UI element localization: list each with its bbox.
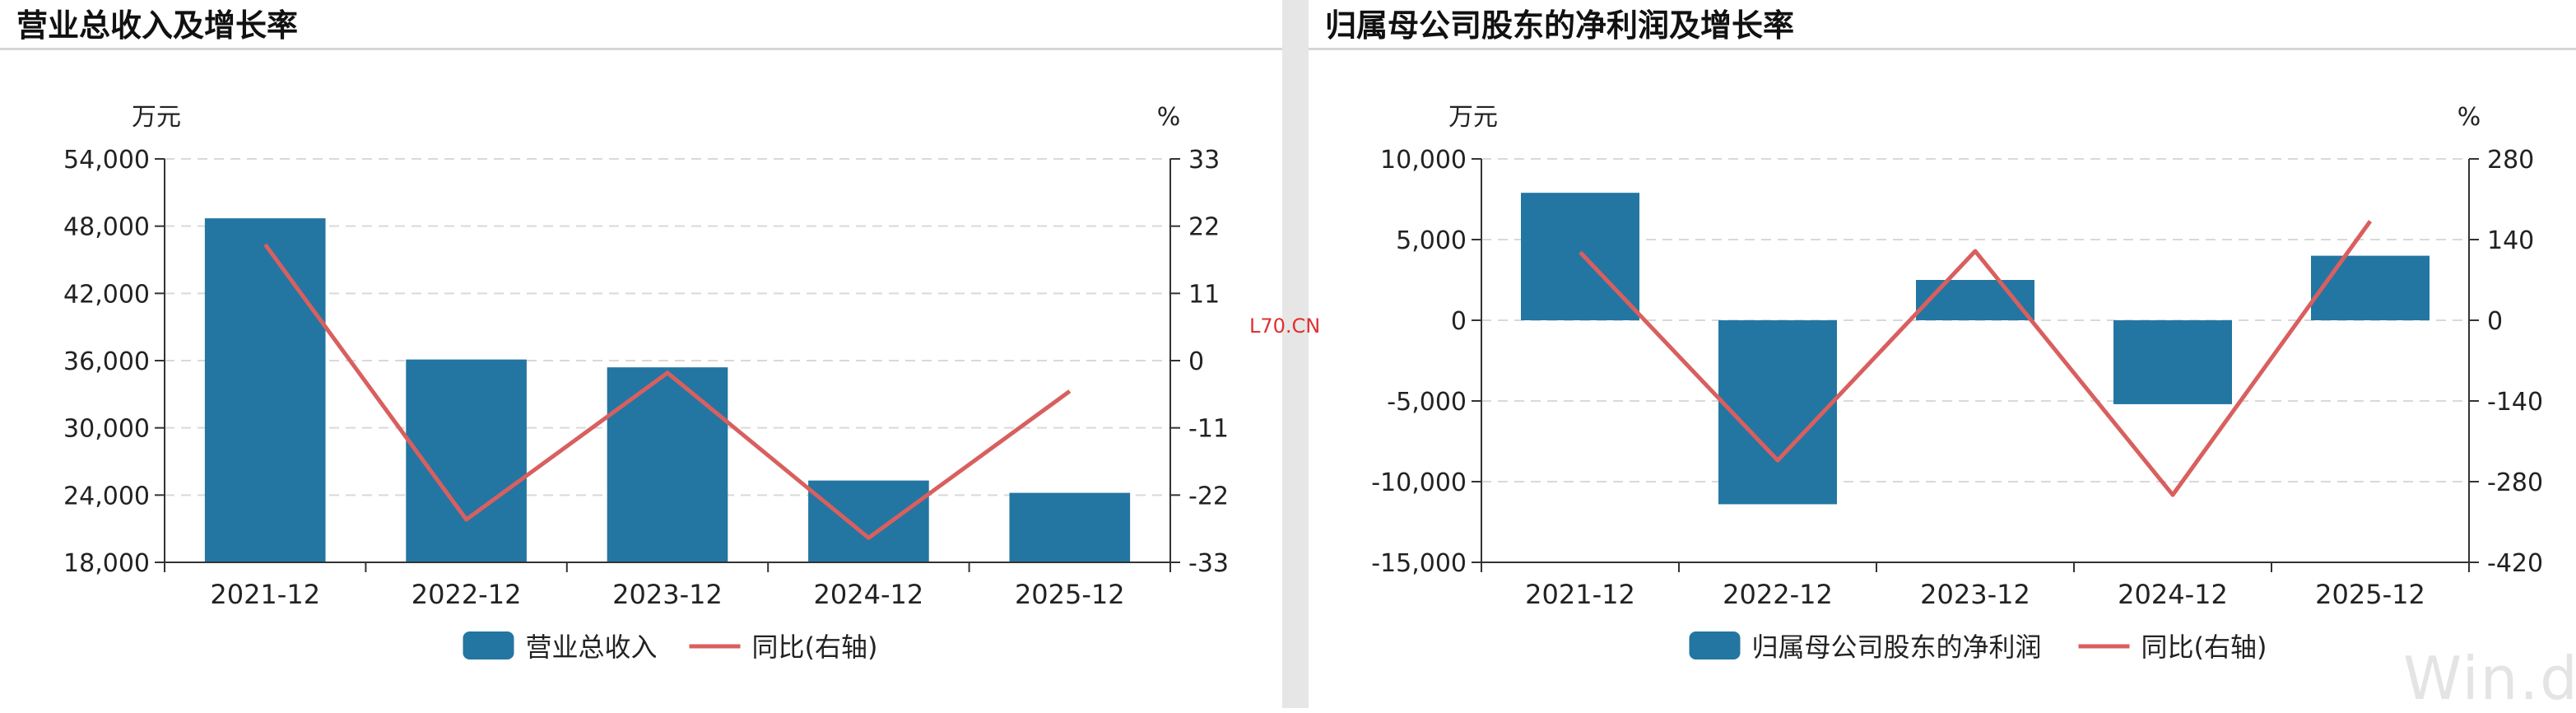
title-divider — [1309, 48, 2576, 50]
right-tick-label: -420 — [2487, 549, 2543, 578]
right-tick-label: -140 — [2487, 388, 2543, 417]
revenue-chart: 万元 % 54,000 33 48,000 22 42,000 11 36,000 0 30,000… — [63, 103, 1229, 663]
chart-title: 营业总收入及增长率 — [16, 7, 299, 44]
left-axis-unit: 万元 — [132, 103, 181, 132]
watermark-text: L70.CN — [1249, 315, 1321, 338]
left-axis-unit: 万元 — [1448, 103, 1498, 132]
panel-divider — [1282, 0, 1309, 708]
left-tick-label: -10,000 — [1371, 468, 1467, 497]
legend-line-label: 同比(右轴) — [752, 631, 878, 663]
right-tick-label: -22 — [1188, 482, 1229, 510]
bar — [808, 480, 929, 562]
x-tick-label: 2025-12 — [2315, 579, 2425, 610]
right-tick-label: 22 — [1188, 213, 1220, 242]
right-tick-label: 11 — [1188, 280, 1220, 309]
bar — [1521, 193, 1639, 320]
left-tick-label: -15,000 — [1371, 549, 1467, 578]
x-tick-label: 2023-12 — [612, 579, 723, 610]
legend-line-label: 同比(右轴) — [2141, 631, 2267, 663]
right-tick-label: 0 — [2487, 307, 2503, 336]
left-tick-label: -5,000 — [1387, 388, 1467, 417]
right-tick-label: -33 — [1188, 549, 1229, 578]
right-tick-label: -280 — [2487, 468, 2543, 497]
left-tick-label: 54,000 — [63, 146, 150, 175]
left-tick-label: 24,000 — [63, 482, 150, 510]
left-tick-label: 48,000 — [63, 213, 150, 242]
left-tick-label: 18,000 — [63, 549, 150, 578]
bar — [1718, 320, 1837, 505]
bar — [204, 218, 326, 562]
legend-bar-swatch — [463, 631, 514, 659]
right-tick-label: 0 — [1188, 347, 1204, 376]
legend-bar-label: 营业总收入 — [526, 631, 658, 663]
chart-title: 归属母公司股东的净利润及增长率 — [1325, 7, 1795, 44]
x-tick-label: 2021-12 — [1525, 579, 1635, 610]
left-tick-label: 5,000 — [1396, 226, 1467, 255]
bar — [2113, 320, 2232, 404]
wind-logo-watermark: Win.d — [2403, 644, 2576, 713]
x-tick-label: 2022-12 — [1723, 579, 1833, 610]
x-tick-label: 2022-12 — [412, 579, 522, 610]
left-tick-label: 42,000 — [63, 280, 150, 309]
chart-panel-net-profit: 归属母公司股东的净利润及增长率 万元% 10,000 280 5,000 140 0 0 -5… — [1309, 0, 2576, 708]
left-tick-label: 36,000 — [63, 347, 150, 376]
yoy-line — [263, 243, 1072, 540]
right-axis-unit: % — [1157, 103, 1181, 132]
yoy-line — [1579, 220, 2373, 497]
net-profit-chart: 万元 % 10,000 280 5,000 140 0 0 -5,000 -140 -10,000 -… — [1371, 103, 2543, 663]
x-tick-label: 2024-12 — [2118, 579, 2228, 610]
legend-bar-swatch — [1689, 631, 1741, 659]
x-tick-label: 2025-12 — [1015, 579, 1125, 610]
right-tick-label: 140 — [2487, 226, 2534, 255]
left-tick-label: 30,000 — [63, 415, 150, 444]
left-tick-label: 0 — [1451, 307, 1467, 336]
bar — [607, 367, 728, 562]
right-tick-label: 280 — [2487, 146, 2534, 175]
x-tick-label: 2024-12 — [814, 579, 924, 610]
title-divider — [0, 48, 1282, 50]
chart-panel-revenue: 营业总收入及增长率 万元% 54,000 33 48,000 22 42,000 11 36,… — [0, 0, 1282, 708]
bar — [2311, 255, 2430, 320]
right-axis-unit: % — [2457, 103, 2481, 132]
x-tick-label: 2023-12 — [1920, 579, 2030, 610]
bar — [1009, 492, 1131, 562]
x-tick-label: 2021-12 — [210, 579, 320, 610]
bar — [406, 359, 527, 562]
legend-bar-label: 归属母公司股东的净利润 — [1752, 631, 2042, 663]
left-tick-label: 10,000 — [1380, 146, 1467, 175]
right-tick-label: -11 — [1188, 415, 1229, 444]
right-tick-label: 33 — [1188, 146, 1220, 175]
